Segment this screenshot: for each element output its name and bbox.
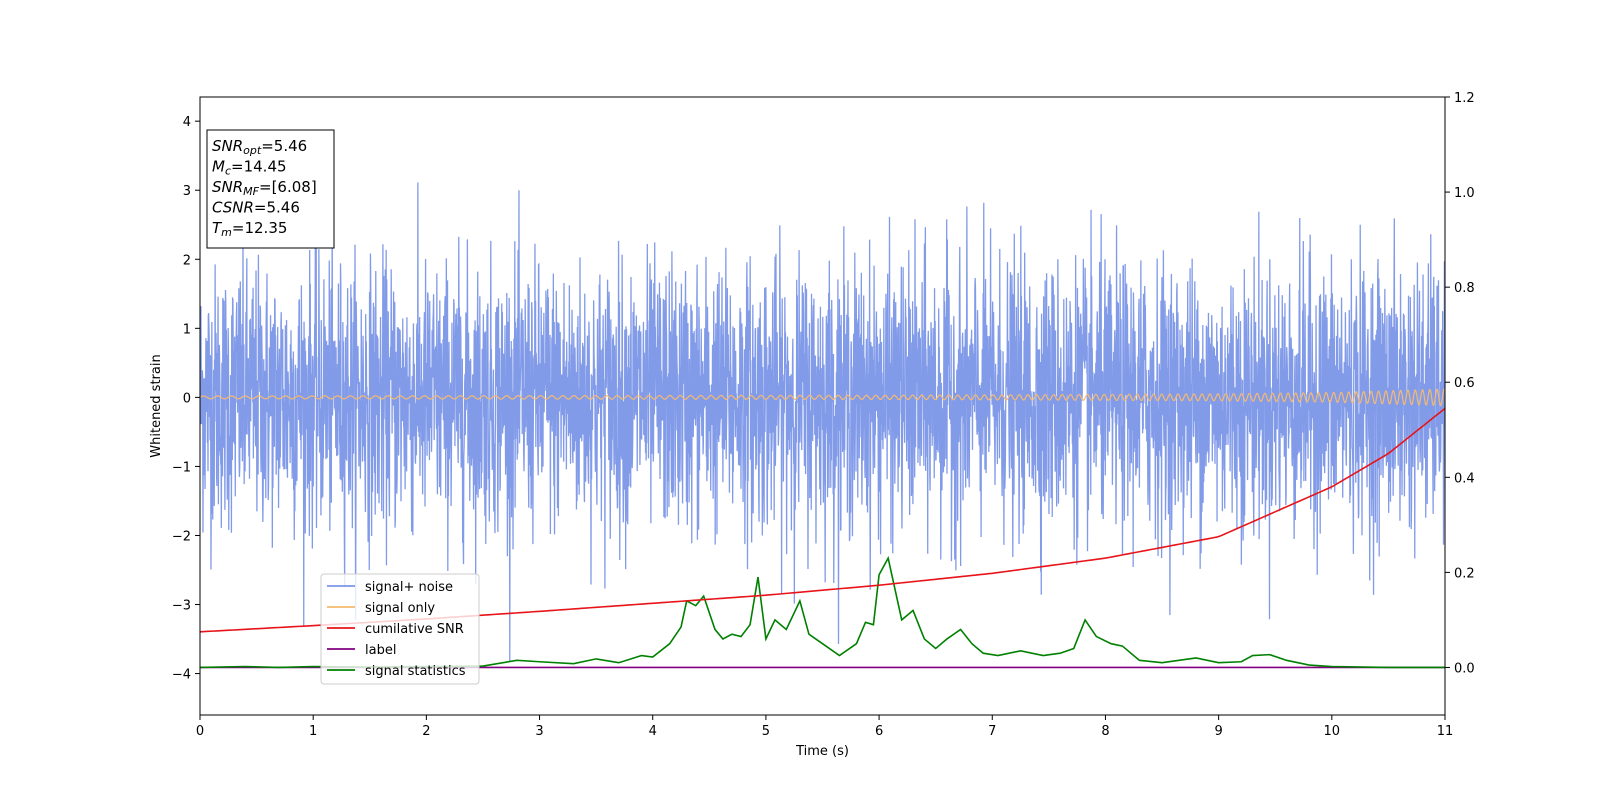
series-signal-noise-line [200,182,1445,662]
x-tick-label: 3 [535,724,543,739]
series-signal-statistics-line [200,555,1445,669]
series-signal-only-line [200,388,1445,407]
y-left-tick-label: 0 [183,391,191,406]
axes: 0 1 2 3 4 5 6 7 8 9 10 11 −4 −3 −2 −1 0 1 2 3 4 0.0 0.2 0.4 0.6 0… [172,91,1475,739]
info-annotation-box: SNRopt=5.46Mc=14.45SNRMF=[6.08]CSNR=5.46… [206,129,335,249]
info-box-frame [206,129,335,249]
x-tick-label: 9 [1214,724,1222,739]
x-tick-label: 8 [1101,724,1109,739]
legend: signal+ noise signal only cumilative SNR la… [320,573,480,685]
x-tick-label: 0 [196,724,204,739]
y-left-tick-label: 1 [183,322,191,337]
y-right-tick-label: 1.2 [1454,91,1475,106]
y-right-tick-label: 1.0 [1454,186,1475,201]
legend-entry: signal+ noise [365,580,453,595]
legend-frame [320,573,480,685]
x-tick-label: 7 [988,724,996,739]
plot-frame [199,96,1446,716]
legend-entry: cumilative SNR [365,622,464,637]
legend-entry: signal statistics [365,664,466,679]
y-left-tick-label: 3 [183,184,191,199]
x-axis-label: Time (s) [795,744,849,759]
y-right-tick-label: 0.2 [1454,566,1475,581]
x-tick-label: 6 [875,724,883,739]
y-left-tick-label: 4 [183,115,191,130]
x-tick-label: 2 [422,724,430,739]
y-axis-label: Whitened strain [149,354,164,457]
y-right-tick-label: 0.6 [1454,376,1475,391]
legend-entry: label [365,643,396,658]
info-line: SNRopt=5.46 [212,137,307,157]
y-left-tick-label: 2 [183,253,191,268]
y-right-tick-label: 0.4 [1454,471,1475,486]
x-tick-label: 10 [1324,724,1341,739]
x-tick-label: 4 [649,724,657,739]
y-left-tick-label: −4 [172,668,191,683]
y-left-tick-label: −2 [172,529,191,544]
info-line: SNRMF=[6.08] [212,178,317,198]
y-left-tick-label: −3 [172,599,191,614]
x-tick-label: 1 [309,724,317,739]
x-tick-label: 5 [762,724,770,739]
info-line: Tm=12.35 [212,219,287,239]
info-line: Mc=14.45 [212,158,287,178]
legend-entry: signal only [365,601,435,616]
y-right-tick-label: 0.8 [1454,281,1475,296]
y-right-tick-label: 0.0 [1454,661,1475,676]
x-tick-label: 11 [1437,724,1454,739]
info-line: CSNR=5.46 [212,199,300,217]
y-left-tick-label: −1 [172,460,191,475]
